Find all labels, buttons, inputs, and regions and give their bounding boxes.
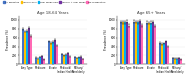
Bar xyxy=(125,22,126,64)
Bar xyxy=(148,23,150,64)
Bar xyxy=(121,22,122,64)
Bar xyxy=(39,57,41,64)
Bar xyxy=(67,53,69,64)
Bar xyxy=(154,26,156,64)
Bar xyxy=(180,59,182,64)
Bar xyxy=(172,58,174,64)
Bar xyxy=(126,22,128,64)
Bar xyxy=(43,59,45,64)
Y-axis label: Prevalence (%): Prevalence (%) xyxy=(6,29,10,50)
Bar xyxy=(135,22,137,64)
Bar xyxy=(28,28,30,64)
Bar xyxy=(174,59,176,64)
Bar xyxy=(35,58,37,64)
Title: Age 18-64 Years: Age 18-64 Years xyxy=(37,11,69,15)
Bar xyxy=(50,43,52,64)
Bar xyxy=(61,54,63,64)
Bar xyxy=(82,59,84,64)
Bar xyxy=(54,40,56,64)
Bar xyxy=(69,57,71,64)
Bar xyxy=(137,22,139,64)
Bar xyxy=(128,26,130,64)
Y-axis label: Prevalence (%): Prevalence (%) xyxy=(104,29,108,50)
Bar xyxy=(167,47,169,64)
Bar xyxy=(37,59,39,64)
Bar xyxy=(56,46,58,64)
Bar xyxy=(41,56,43,64)
Bar xyxy=(152,22,154,64)
Bar xyxy=(26,31,28,64)
Bar xyxy=(22,29,24,64)
Bar xyxy=(146,23,148,64)
Bar xyxy=(80,57,82,64)
Legend: All diabetes, Insulin only, Oral meds only, Insulin + oral meds, No medication: All diabetes, Insulin only, Oral meds on… xyxy=(3,1,106,3)
Bar xyxy=(65,55,67,64)
Bar xyxy=(163,43,165,64)
Bar xyxy=(63,55,65,64)
Bar xyxy=(150,23,152,64)
Bar xyxy=(176,59,178,64)
Bar xyxy=(76,58,78,64)
Bar xyxy=(178,58,180,64)
Bar xyxy=(24,32,26,64)
Bar xyxy=(122,22,125,64)
Bar xyxy=(52,42,54,64)
Bar xyxy=(165,42,167,64)
Bar xyxy=(74,57,76,64)
Bar xyxy=(159,43,161,64)
Bar xyxy=(141,25,143,64)
Bar xyxy=(133,22,135,64)
Bar xyxy=(78,57,80,64)
Bar xyxy=(30,36,32,64)
Title: Age 65+ Years: Age 65+ Years xyxy=(137,11,165,15)
Bar xyxy=(139,21,141,64)
Bar xyxy=(161,44,163,64)
Bar xyxy=(48,41,50,64)
